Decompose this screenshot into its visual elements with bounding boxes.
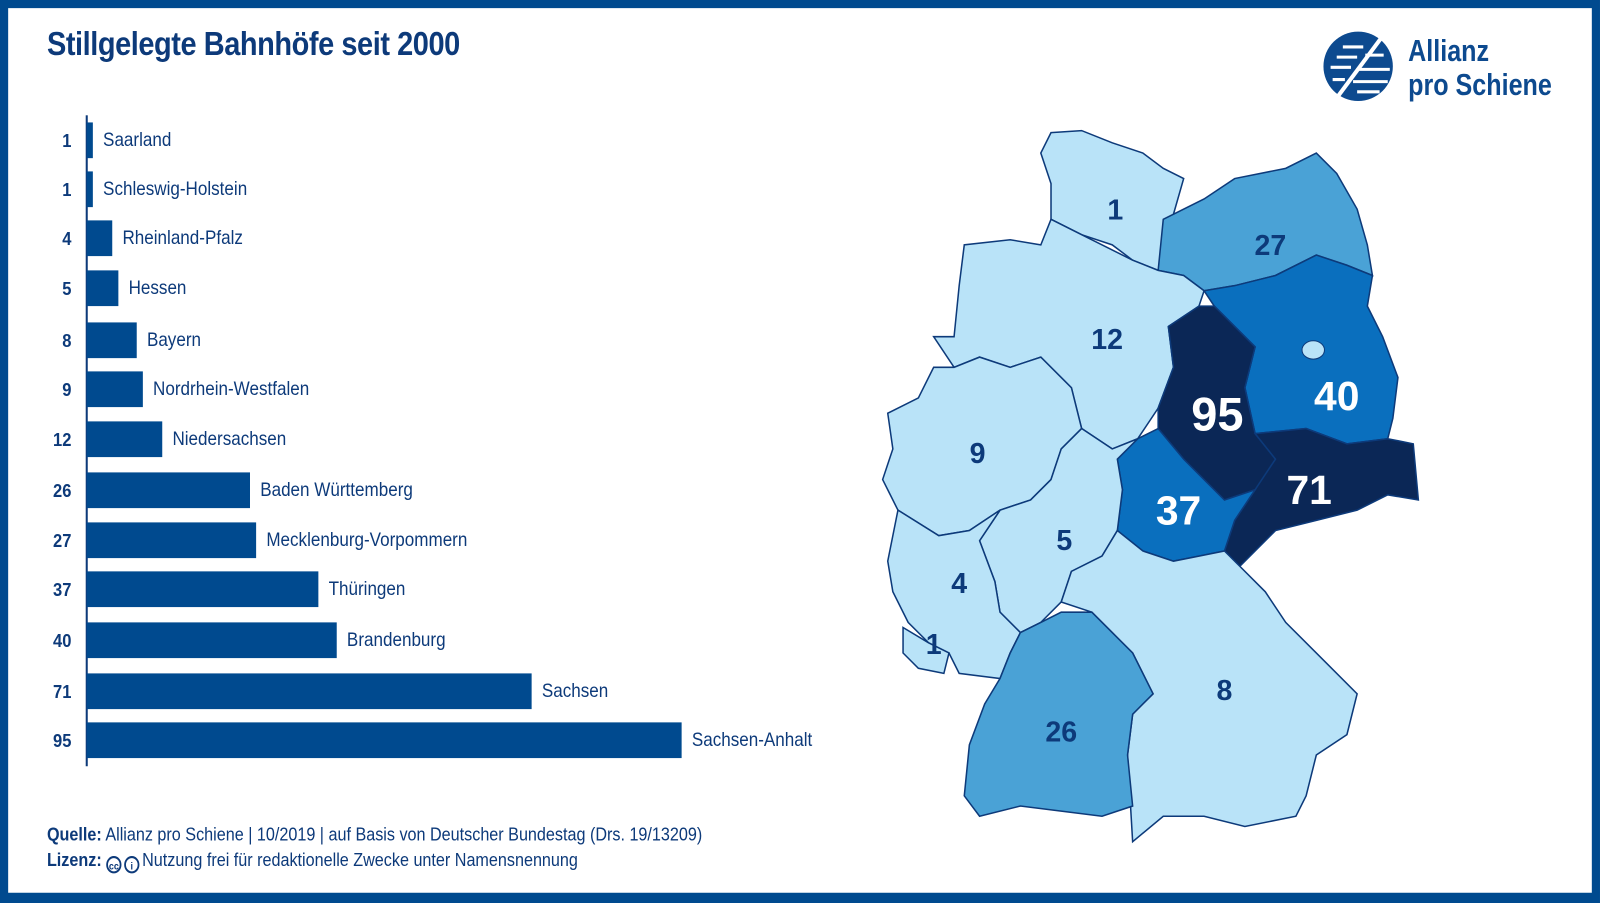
source-label: Quelle: (46, 824, 102, 845)
bar (86, 122, 93, 159)
bar (86, 522, 256, 559)
map-value-label: 71 (1286, 467, 1331, 513)
bar (86, 673, 532, 710)
map-value-label: 9 (970, 438, 986, 470)
bar-value-label: 1 (62, 179, 72, 200)
license-text: Nutzung frei für redaktionelle Zwecke un… (142, 849, 578, 871)
bar (86, 322, 137, 359)
bar-value-label: 95 (53, 730, 72, 751)
bar-value-label: 40 (53, 630, 72, 651)
bar-category-label: Niedersachsen (172, 428, 286, 450)
map-value-label: 27 (1255, 230, 1287, 262)
bar-value-label: 71 (53, 681, 72, 702)
bar-value-label: 1 (62, 130, 72, 152)
source-text: Allianz pro Schiene | 10/2019 | auf Basi… (105, 824, 703, 845)
bar-category-label: Rheinland-Pfalz (121, 227, 243, 249)
bar-value-label: 4 (62, 228, 72, 249)
cc-icon: cc (106, 856, 122, 874)
bar (86, 622, 338, 659)
bar-value-label: 37 (53, 579, 72, 600)
bar-category-label: Hessen (128, 277, 187, 299)
bar-category-label: Schleswig-Holstein (103, 178, 248, 200)
bar-category-label: Brandenburg (347, 629, 447, 651)
map-value-label: 4 (951, 568, 967, 600)
bar (86, 421, 162, 458)
bar-category-label: Sachsen-Anhalt (691, 729, 813, 751)
bar (86, 472, 250, 509)
license-label: Lizenz: (46, 849, 102, 871)
map-value-label: 8 (1217, 675, 1233, 707)
map-value-label: 40 (1314, 373, 1359, 419)
bar (86, 571, 319, 608)
bar-category-label: Sachsen (541, 680, 608, 702)
license-line: Lizenz: cc i Nutzung frei für redaktionell… (46, 849, 578, 874)
source-line: Quelle: Allianz pro Schiene | 10/2019 | … (47, 824, 702, 845)
bar-value-label: 8 (62, 330, 72, 351)
bar (86, 220, 112, 257)
map-value-label: 12 (1091, 324, 1123, 356)
bar-category-label: Nordrhein-Westfalen (153, 378, 310, 400)
map-region-saarland (902, 626, 950, 675)
bar (86, 270, 119, 307)
bar-value-label: 12 (53, 429, 72, 450)
bar-category-label: Thüringen (328, 578, 406, 600)
logo-line-2: pro Schiene (1408, 68, 1552, 103)
map-region-berlin (1301, 340, 1325, 360)
bar-category-label: Saarland (103, 129, 172, 152)
bar (86, 722, 682, 759)
bar (86, 371, 144, 408)
bar-value-label: 26 (53, 480, 72, 501)
logo-line-1: Allianz (1408, 34, 1490, 69)
bar-category-label: Mecklenburg-Vorpommern (266, 529, 468, 551)
bar (86, 171, 93, 208)
bar-value-label: 27 (53, 530, 72, 551)
by-attribution-icon: i (124, 856, 140, 874)
bar-value-label: 5 (62, 278, 72, 299)
logo-text: Allianz pro Schiene (1408, 35, 1552, 102)
map-value-label: 5 (1056, 525, 1072, 557)
map-value-label: 37 (1156, 487, 1201, 533)
map-value-label: 1 (926, 629, 942, 661)
bar-value-label: 9 (62, 379, 72, 400)
map-value-label: 26 (1045, 717, 1077, 749)
page-title: Stillgelegte Bahnhöfe seit 2000 (46, 24, 460, 63)
allianz-pro-schiene-logo: Allianz pro Schiene (1322, 31, 1567, 104)
bar-category-label: Baden Württemberg (259, 479, 413, 501)
map-value-label: 95 (1191, 389, 1243, 441)
map-value-label: 1 (1107, 194, 1123, 226)
bar-category-label: Bayern (147, 329, 202, 351)
map-region-baden-w-rttemberg (963, 611, 1154, 818)
logo-emblem-icon (1323, 31, 1393, 102)
